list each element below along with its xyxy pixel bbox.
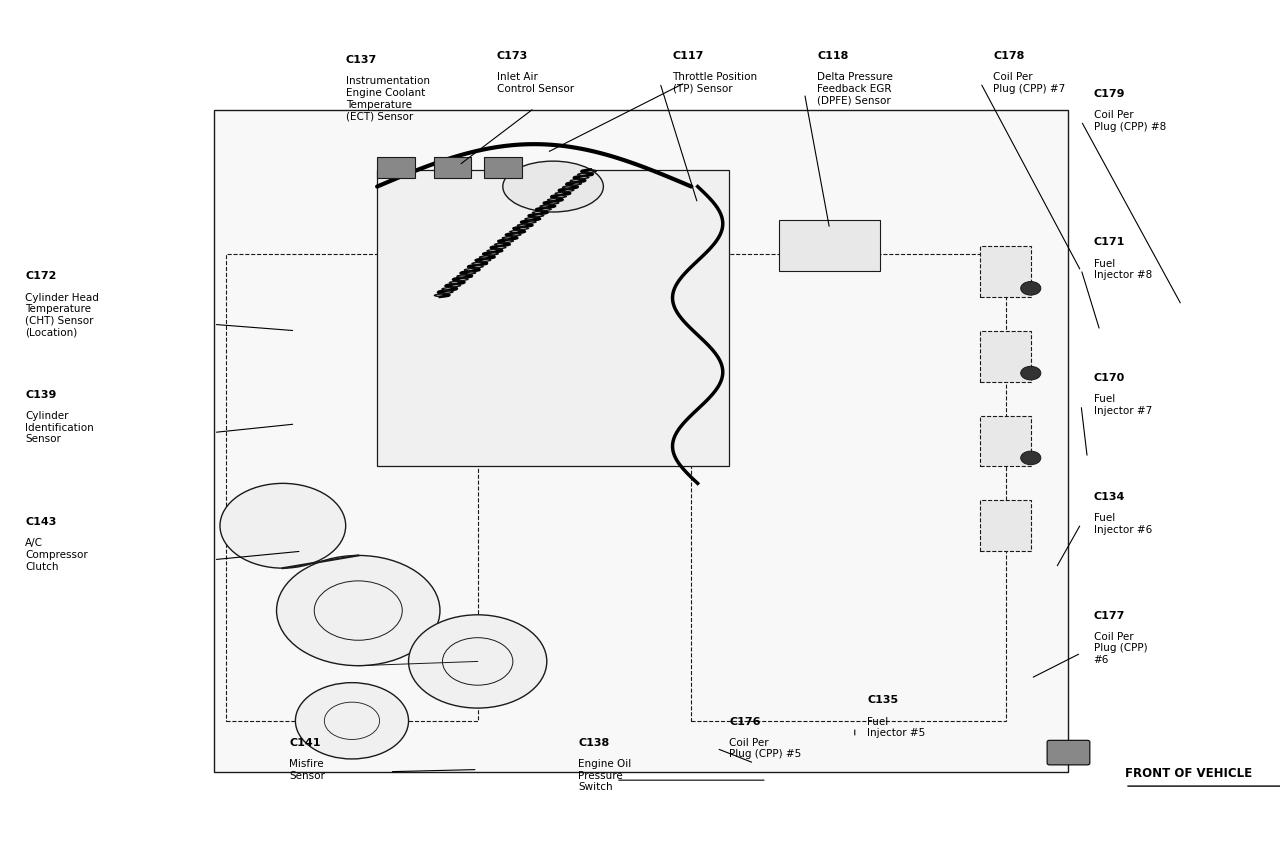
Text: Fuel
Injector #7: Fuel Injector #7 — [1093, 394, 1152, 416]
Text: Inlet Air
Control Sensor: Inlet Air Control Sensor — [497, 72, 573, 93]
FancyBboxPatch shape — [1047, 740, 1089, 765]
Text: C178: C178 — [993, 51, 1024, 61]
Bar — [980, 416, 1030, 466]
Text: C176: C176 — [730, 717, 760, 727]
Ellipse shape — [503, 161, 603, 212]
Text: C118: C118 — [817, 51, 849, 61]
Bar — [980, 246, 1030, 297]
Bar — [378, 157, 415, 178]
Bar — [691, 254, 1006, 721]
Text: Coil Per
Plug (CPP) #5: Coil Per Plug (CPP) #5 — [730, 738, 801, 759]
Circle shape — [276, 555, 440, 666]
Text: Throttle Position
(TP) Sensor: Throttle Position (TP) Sensor — [672, 72, 758, 93]
Bar — [434, 157, 471, 178]
Text: C170: C170 — [1093, 373, 1125, 383]
Text: C137: C137 — [346, 55, 376, 65]
Text: C177: C177 — [1093, 611, 1125, 621]
Text: C173: C173 — [497, 51, 527, 61]
Circle shape — [408, 615, 547, 708]
Text: C141: C141 — [289, 738, 320, 748]
Text: FRONT OF VEHICLE: FRONT OF VEHICLE — [1125, 767, 1252, 780]
Text: Engine Oil
Pressure
Switch: Engine Oil Pressure Switch — [579, 759, 631, 792]
Circle shape — [296, 683, 408, 759]
Text: Delta Pressure
Feedback EGR
(DPFE) Sensor: Delta Pressure Feedback EGR (DPFE) Senso… — [817, 72, 893, 105]
Text: C138: C138 — [579, 738, 609, 748]
Text: Coil Per
Plug (CPP) #7: Coil Per Plug (CPP) #7 — [993, 72, 1065, 93]
Text: C172: C172 — [26, 271, 56, 282]
Text: Cylinder Head
Temperature
(CHT) Sensor
(Location): Cylinder Head Temperature (CHT) Sensor (… — [26, 293, 99, 338]
Bar — [980, 500, 1030, 551]
Text: Instrumentation
Engine Coolant
Temperature
(ECT) Sensor: Instrumentation Engine Coolant Temperatu… — [346, 76, 430, 121]
Text: Cylinder
Identification
Sensor: Cylinder Identification Sensor — [26, 411, 93, 444]
Bar — [780, 220, 879, 271]
Text: C134: C134 — [1093, 492, 1125, 502]
Text: C135: C135 — [868, 695, 899, 706]
Text: Fuel
Injector #5: Fuel Injector #5 — [868, 717, 925, 738]
Text: C117: C117 — [672, 51, 704, 61]
Text: C139: C139 — [26, 390, 56, 400]
Circle shape — [1020, 366, 1041, 380]
Bar — [214, 110, 1069, 772]
Circle shape — [1020, 451, 1041, 465]
Bar — [484, 157, 522, 178]
Text: C179: C179 — [1093, 89, 1125, 99]
Circle shape — [1020, 282, 1041, 295]
Bar — [378, 170, 730, 466]
Circle shape — [220, 483, 346, 568]
Text: Misfire
Sensor: Misfire Sensor — [289, 759, 325, 780]
Text: Coil Per
Plug (CPP)
#6: Coil Per Plug (CPP) #6 — [1093, 632, 1147, 665]
Text: Fuel
Injector #8: Fuel Injector #8 — [1093, 259, 1152, 280]
Text: C143: C143 — [26, 517, 56, 527]
Bar — [980, 331, 1030, 382]
Text: Fuel
Injector #6: Fuel Injector #6 — [1093, 513, 1152, 534]
Bar — [227, 254, 477, 721]
Text: A/C
Compressor
Clutch: A/C Compressor Clutch — [26, 538, 88, 572]
Text: Coil Per
Plug (CPP) #8: Coil Per Plug (CPP) #8 — [1093, 110, 1166, 131]
Text: C171: C171 — [1093, 237, 1125, 248]
